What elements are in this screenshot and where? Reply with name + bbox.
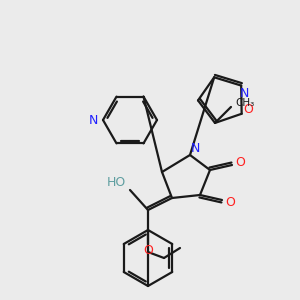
Text: O: O: [244, 103, 254, 116]
Text: N: N: [88, 115, 98, 128]
Text: O: O: [143, 244, 153, 257]
Text: N: N: [239, 87, 249, 100]
Text: O: O: [235, 157, 245, 169]
Text: HO: HO: [106, 176, 126, 188]
Text: CH₃: CH₃: [236, 98, 255, 108]
Text: N: N: [190, 142, 200, 155]
Text: O: O: [225, 196, 235, 208]
